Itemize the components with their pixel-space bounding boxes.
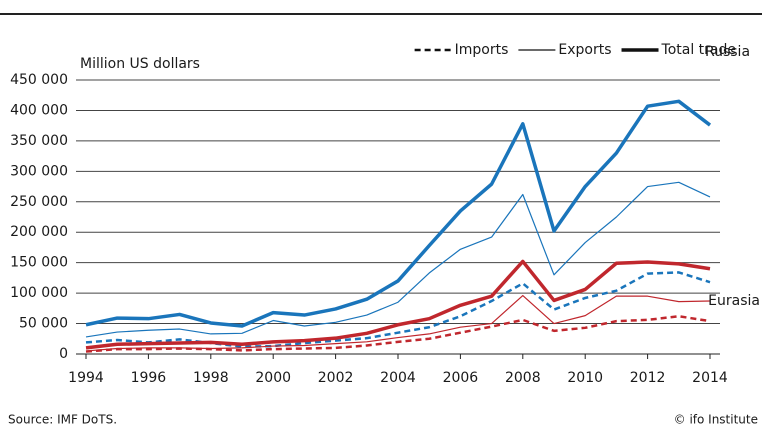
legend-label: Exports <box>558 42 611 58</box>
y-tick-label: 450 000 <box>10 72 68 88</box>
y-tick-label: 350 000 <box>10 133 68 149</box>
x-tick-label: 2012 <box>630 370 666 386</box>
y-tick-label: 50 000 <box>19 316 68 332</box>
x-tick-label: 1996 <box>131 370 167 386</box>
legend-label: Total trade <box>661 42 736 58</box>
y-tick-label: 0 <box>59 346 68 362</box>
x-tick-label: 2004 <box>380 370 416 386</box>
series-label: Russia <box>705 44 750 60</box>
series-line <box>85 314 711 353</box>
x-tick-label: 2014 <box>692 370 728 386</box>
series-line <box>85 294 711 352</box>
series-line <box>85 271 711 348</box>
x-tick-label: 2002 <box>318 370 354 386</box>
x-tick-label: 1998 <box>193 370 229 386</box>
x-tick-label: 2010 <box>567 370 603 386</box>
source: Source: IMF DoTS. <box>8 413 117 427</box>
y-axis-label: Million US dollars <box>80 56 200 72</box>
series-label: Eurasia <box>708 293 760 309</box>
x-tick-label: 2000 <box>255 370 291 386</box>
legend-label: Imports <box>455 42 509 58</box>
y-tick-label: 250 000 <box>10 194 68 210</box>
series-line <box>85 99 712 328</box>
x-tick-label: 2008 <box>505 370 541 386</box>
series-line <box>85 259 711 350</box>
x-tick-label: 2006 <box>443 370 479 386</box>
y-tick-label: 200 000 <box>10 224 68 240</box>
y-tick-label: 100 000 <box>10 285 68 301</box>
credit: © ifo Institute <box>674 413 758 427</box>
y-tick-label: 300 000 <box>10 163 68 179</box>
series-line <box>85 181 711 338</box>
y-tick-label: 150 000 <box>10 255 68 271</box>
x-tick-label: 1994 <box>68 370 104 386</box>
y-tick-label: 400 000 <box>10 102 68 118</box>
